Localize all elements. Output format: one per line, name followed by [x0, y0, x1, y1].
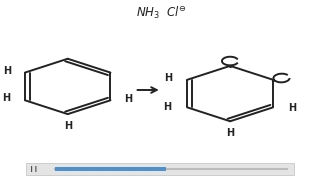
- Bar: [55, 167, 166, 171]
- Text: H: H: [163, 102, 171, 112]
- Text: H: H: [288, 103, 296, 113]
- Text: H: H: [64, 121, 72, 131]
- Text: H: H: [124, 94, 132, 104]
- Text: $\mathit{NH_3}$: $\mathit{NH_3}$: [136, 6, 160, 21]
- Text: H: H: [4, 66, 12, 76]
- Text: H: H: [164, 73, 172, 83]
- Bar: [26, 163, 294, 175]
- Text: H: H: [226, 128, 234, 138]
- Text: ❙❙: ❙❙: [29, 166, 40, 172]
- Text: $\mathit{Cl}^{\!\ominus}$: $\mathit{Cl}^{\!\ominus}$: [166, 6, 187, 21]
- Text: H: H: [2, 93, 10, 103]
